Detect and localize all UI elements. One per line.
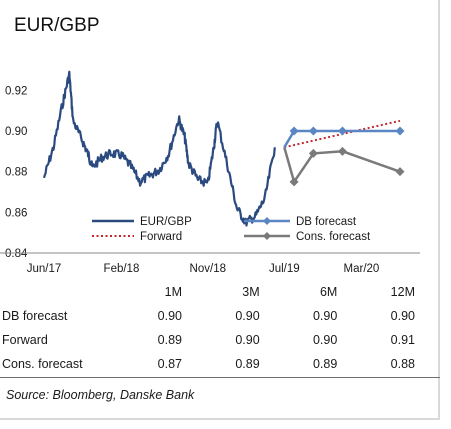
y-tick-label: 0.88 [5,167,27,179]
legend-label: Forward [140,231,182,243]
x-tick-label: Jun/17 [27,263,62,275]
x-tick-label: Nov/18 [190,263,226,275]
series-cons-forecast-marker [337,146,347,156]
series-cons-forecast-marker [308,148,318,158]
panel-border-bottom [0,418,440,420]
series-cons-forecast-marker [395,167,405,177]
row-label: Cons. forecast [2,357,83,371]
legend-item: DB forecast [244,216,357,228]
table-cell: 0.90 [157,309,182,323]
forecast-table: 1M 3M 6M 12M DB forecast 0.90 0.90 0.90 … [0,280,425,376]
header-3m: 3M [242,285,260,299]
chart-area: 0.840.860.880.900.92 Jun/17 Feb/18 Nov/18 J… [0,70,420,275]
legend-item: EUR/GBP [92,216,192,228]
panel-border-right [438,0,440,420]
table-cell: 0.87 [157,357,182,371]
y-tick-label: 0.90 [5,126,27,138]
table-cell: 0.90 [312,333,338,347]
table-cell: 0.89 [312,357,338,371]
figure-panel [0,0,440,420]
series-db-forecast-marker [337,126,347,136]
row-label: Forward [2,333,48,347]
row-label: DB forecast [2,309,68,323]
table-row: Forward 0.89 0.90 0.90 0.91 [0,328,425,352]
x-tick-label: Mar/20 [344,263,380,275]
table-cell: 0.90 [390,309,415,323]
header-6m: 6M [319,285,338,299]
y-tick-label: 0.84 [5,248,28,260]
x-axis: Jun/17 Feb/18 Nov/18 Jul/19 Mar/20 [0,252,420,275]
series-cons-forecast-marker [289,177,299,187]
x-tick-label: Jul/19 [269,263,300,275]
legend-label: DB forecast [296,216,357,228]
header-12m: 12M [390,285,415,299]
series-eurgbp-line [42,70,276,227]
chart-title: EUR/GBP [14,15,100,36]
table-row: DB forecast 0.90 0.90 0.90 0.90 [0,304,425,328]
table-cell: 0.90 [235,333,260,347]
legend-item: Cons. forecast [244,231,371,243]
legend: EUR/GBP DB forecast Forward Cons. forecast [92,216,371,243]
header-blank [0,280,142,304]
table-cell: 0.89 [235,357,260,371]
legend-label: Cons. forecast [296,231,371,243]
x-tick-label: Feb/18 [104,263,140,275]
legend-marker [263,217,271,225]
y-tick-label: 0.92 [5,85,27,97]
series-db-forecast-marker [289,126,299,136]
table-cell: 0.88 [390,357,415,371]
series-db-forecast-marker [395,126,405,136]
legend-marker [263,232,271,240]
series-lines [42,70,405,227]
forecast-table-header: 1M 3M 6M 12M [0,280,425,304]
table-cell: 0.89 [157,333,182,347]
table-cell: 0.90 [235,309,260,323]
legend-item: Forward [92,231,182,243]
source-note: Source: Bloomberg, Danske Bank [6,388,195,402]
y-tick-label: 0.86 [5,207,27,219]
legend-label: EUR/GBP [140,216,192,228]
table-row: Cons. forecast 0.87 0.89 0.89 0.88 [0,352,425,376]
table-cell: 0.91 [390,333,415,347]
source-separator [0,377,440,378]
header-1m: 1M [164,285,182,299]
table-cell: 0.90 [312,309,338,323]
y-axis: 0.84 0.86 0.88 0.90 0.92 [5,85,28,260]
series-db-forecast-marker [308,126,318,136]
